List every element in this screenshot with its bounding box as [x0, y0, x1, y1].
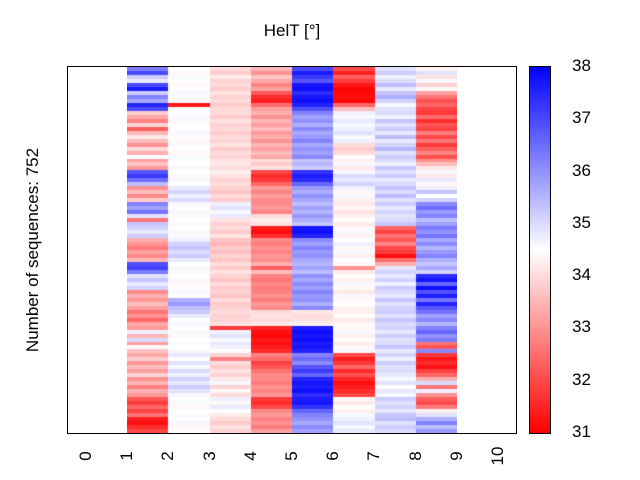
x-tick-label: 7 [364, 451, 384, 461]
y-axis-label: Number of sequences: 752 [23, 147, 42, 353]
x-tick-label: 2 [158, 451, 178, 461]
x-tick-label: 3 [199, 451, 219, 461]
x-tick-label: 5 [282, 451, 301, 461]
chart-title: HelT [°] [263, 21, 321, 40]
colorbar-tick-label: 33 [572, 317, 591, 337]
colorbar-tick-label: 31 [572, 422, 591, 441]
heatmap-canvas [127, 67, 457, 433]
colorbar-tick-label: 36 [572, 160, 591, 180]
colorbar-tick-label: 38 [572, 56, 591, 75]
colorbar-tick-label: 37 [572, 108, 591, 128]
x-tick-label: 6 [323, 451, 343, 461]
colorbar-gradient [529, 66, 551, 434]
x-tick-label: 9 [446, 451, 466, 461]
colorbar-tick-label: 34 [572, 265, 591, 285]
x-tick-label: 8 [405, 451, 425, 461]
plot-area [67, 66, 517, 434]
x-tick-label: 4 [240, 451, 260, 461]
colorbar-tick-label: 35 [572, 212, 591, 232]
x-tick-label: 10 [488, 446, 507, 466]
x-tick-label: 0 [76, 451, 95, 461]
colorbar-tick-label: 32 [572, 369, 591, 389]
x-tick-label: 1 [117, 451, 137, 461]
